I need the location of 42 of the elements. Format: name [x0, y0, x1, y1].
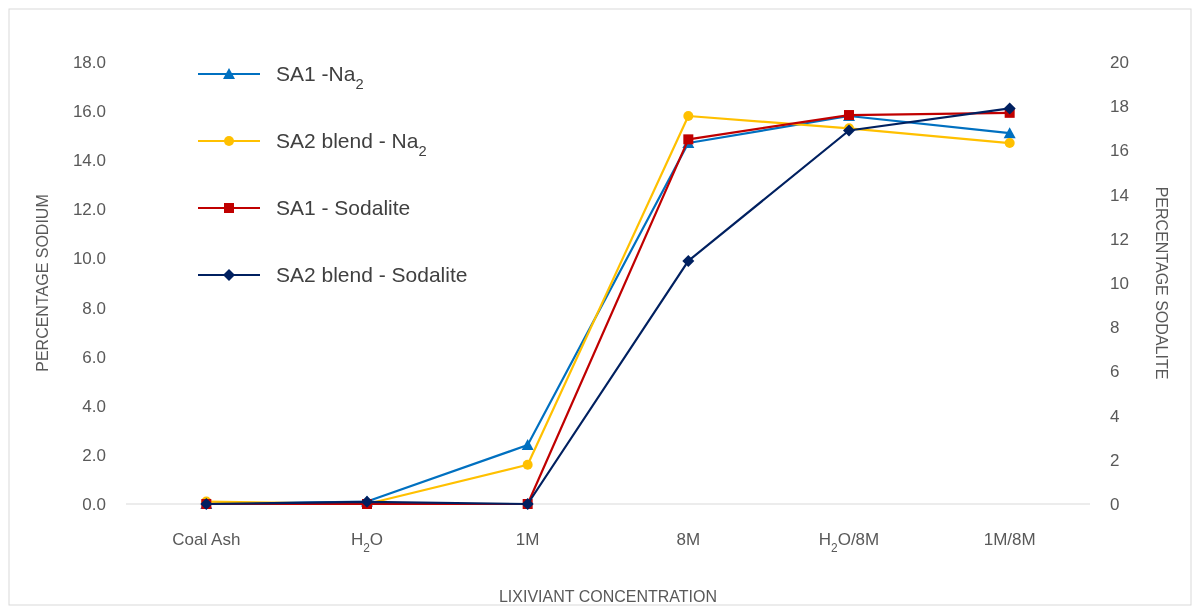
legend-label: SA2 blend - Na$_{2}$: [276, 129, 427, 160]
y-tick-label: 16.0: [72, 102, 106, 122]
y-tick-label: 18.0: [72, 52, 106, 72]
point: [1003, 127, 1016, 139]
point: [1003, 102, 1016, 115]
y2-tick-label: 6: [1110, 362, 1120, 382]
x-tick-label: H$_{2}$O: [350, 530, 384, 555]
y2-tick-label: 10: [1110, 273, 1129, 293]
point: [521, 439, 534, 451]
x-tick-label: 1M: [515, 530, 540, 549]
x-tick-label: 1M/8M: [983, 530, 1036, 549]
y2-tick-label: 4: [1110, 406, 1120, 426]
x-tick-label: 8M: [676, 530, 701, 549]
legend-label: SA2 blend - Sodalite: [276, 263, 468, 287]
y-tick-label: 2.0: [82, 445, 106, 465]
point: [683, 111, 694, 122]
point: [1004, 138, 1015, 149]
point: [683, 134, 694, 145]
y2-tick-label: 0: [1110, 494, 1120, 514]
legend-label: SA1 - Sodalite: [276, 196, 411, 220]
x-tick-label: Coal Ash: [172, 530, 241, 549]
y-tick-label: 14.0: [72, 151, 106, 171]
y-tick-label: 12.0: [72, 200, 106, 220]
y2-tick-label: 16: [1110, 141, 1129, 161]
y-axis-title: PERCENTAGE SODIUM: [34, 194, 51, 372]
y2-tick-label: 12: [1110, 229, 1129, 249]
y-tick-label: 4.0: [82, 396, 106, 416]
y-tick-label: 10.0: [72, 249, 106, 269]
y-tick-label: 8.0: [82, 298, 106, 318]
x-tick-label: H$_{2}$O/8M: [818, 530, 880, 555]
y-tick-label: 6.0: [82, 347, 106, 367]
y2-axis-title: PERCENTAGE SODALITE: [1153, 186, 1170, 380]
y2-tick-label: 14: [1110, 185, 1129, 205]
point: [522, 459, 533, 470]
y2-tick-label: 2: [1110, 450, 1120, 470]
point: [682, 254, 695, 267]
legend-label: SA1 -Na$_{2}$: [276, 62, 364, 93]
y-tick-label: 0.0: [82, 494, 106, 514]
y2-tick-label: 8: [1110, 318, 1120, 338]
x-axis-title: LIXIVIANT CONCENTRATION: [498, 588, 718, 605]
y2-tick-label: 18: [1110, 97, 1129, 117]
y2-tick-label: 20: [1110, 52, 1129, 72]
